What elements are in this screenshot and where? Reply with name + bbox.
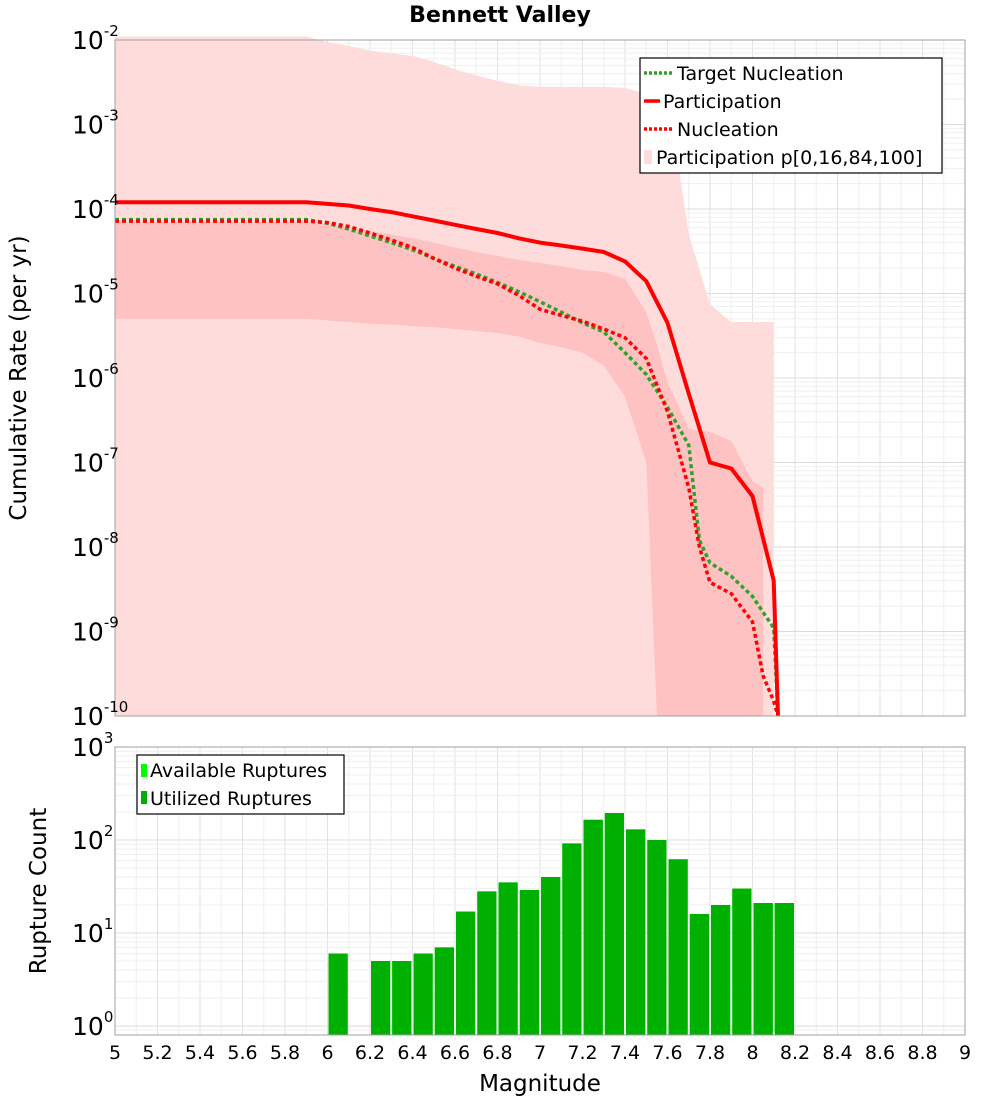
magnitude-x-tick-label: 5.8 [270, 1042, 300, 1064]
magnitude-x-tick-label: 6 [321, 1042, 333, 1064]
legend-label-target-nucleation: Target Nucleation [676, 63, 844, 85]
utilized-ruptures-bar [328, 953, 348, 1035]
rupture-y-tick-label: 101 [72, 915, 113, 948]
utilized-ruptures-bar [647, 840, 667, 1035]
rate-y-tick-label: 10-6 [72, 360, 119, 393]
legend-label-participation-band: Participation p[0,16,84,100] [656, 147, 922, 169]
rate-plot-lines [115, 200, 780, 717]
rate-y-tick-label: 10-5 [72, 276, 119, 309]
utilized-ruptures-bar [562, 843, 582, 1035]
rupture-plot-frame [114, 746, 966, 1036]
rupture-y-axis-label: Rupture Count [26, 808, 52, 974]
legend-swatch-utilized [141, 791, 147, 804]
utilized-ruptures-bar [732, 888, 752, 1035]
utilized-ruptures-bar [456, 911, 476, 1035]
magnitude-x-tick-label: 6.8 [482, 1042, 512, 1064]
magnitude-x-tick-label: 6.2 [355, 1042, 385, 1064]
utilized-ruptures-bar [434, 947, 454, 1035]
magnitude-x-tick-label: 5.4 [185, 1042, 215, 1064]
legend-swatch-participation-band [644, 150, 652, 164]
rupture-y-tick-label: 103 [72, 729, 113, 762]
magnitude-x-tick-label: 6.6 [440, 1042, 470, 1064]
magnitude-x-ticks: 5 5.2 5.4 5.6 5.8 6 6.2 6.4 6.6 6.8 7 7.2 7.4 7.6 7.8 8… [109, 1042, 971, 1064]
rate-legend: Target Nucleation Participation Nucleati… [639, 57, 943, 174]
utilized-ruptures-bar [541, 877, 561, 1035]
rate-plot-bands [115, 36, 774, 716]
utilized-ruptures-bar [371, 961, 391, 1035]
utilized-ruptures-bar [392, 961, 412, 1035]
rate-y-tick-label: 10-7 [72, 445, 119, 478]
rate-y-tick-label: 10-2 [72, 22, 119, 55]
utilized-ruptures-bar [689, 914, 710, 1035]
rate-y-tick-label: 10-10 [72, 698, 128, 731]
utilized-ruptures-bar [774, 903, 794, 1035]
rate-legend-box [639, 57, 943, 174]
rate-plot: 10-10 10-9 10-8 10-7 10-6 10-5 10-4 10-3 10-2 Cu… [6, 22, 966, 731]
rate-y-tick-label: 10-4 [72, 191, 119, 224]
utilized-ruptures-bar [753, 903, 773, 1035]
participation-band-p0-100 [115, 36, 774, 716]
target-nucleation-line [115, 217, 780, 717]
utilized-ruptures-bar [519, 890, 540, 1035]
magnitude-x-tick-label: 5.2 [142, 1042, 172, 1064]
magnitude-x-tick-label: 8.8 [907, 1042, 937, 1064]
legend-label-nucleation: Nucleation [677, 119, 779, 141]
magnitude-x-tick-label: 7.8 [695, 1042, 725, 1064]
magnitude-x-tick-label: 8.6 [865, 1042, 895, 1064]
participation-line [115, 200, 780, 717]
magnitude-x-axis-label: Magnitude [479, 1071, 601, 1097]
magnitude-x-tick-label: 8.4 [822, 1042, 852, 1064]
legend-label-utilized: Utilized Ruptures [150, 788, 312, 810]
magnitude-x-tick-label: 7.4 [610, 1042, 640, 1064]
utilized-ruptures-bar [604, 813, 624, 1035]
utilized-ruptures-bar [413, 953, 433, 1035]
magnitude-x-tick-label: 7.6 [652, 1042, 682, 1064]
rate-y-tick-label: 10-3 [72, 107, 119, 140]
rupture-y-tick-label: 102 [72, 822, 113, 855]
legend-label-available: Available Ruptures [150, 760, 327, 782]
rupture-y-ticks: 100 101 102 103 [72, 729, 113, 1041]
legend-swatch-available [141, 764, 147, 777]
rate-y-tick-label: 10-9 [72, 614, 119, 647]
rate-plot-frame [114, 39, 966, 717]
utilized-ruptures-bar [498, 882, 518, 1035]
utilized-ruptures-bar [477, 891, 497, 1035]
magnitude-x-tick-label: 7.2 [567, 1042, 597, 1064]
utilized-ruptures-bar [583, 819, 603, 1035]
magnitude-x-tick-label: 8 [746, 1042, 758, 1064]
utilized-ruptures-bar [711, 905, 731, 1035]
utilized-ruptures-bar [626, 829, 646, 1035]
magnitude-x-tick-label: 6.4 [397, 1042, 427, 1064]
magnitude-x-tick-label: 9 [959, 1042, 971, 1064]
magnitude-x-tick-label: 5 [109, 1042, 121, 1064]
rate-y-axis-label: Cumulative Rate (per yr) [6, 235, 32, 520]
rupture-bars [328, 813, 794, 1035]
nucleation-line [115, 219, 780, 717]
magnitude-x-tick-label: 5.6 [227, 1042, 257, 1064]
rupture-count-plot: 100 101 102 103 5 5.2 5.4 5.6 5.8 6 6.2 6.4 6.6 6.8 7… [26, 729, 971, 1097]
rupture-legend-box [136, 754, 345, 815]
legend-label-participation: Participation [663, 91, 782, 113]
rate-y-tick-label: 10-8 [72, 529, 119, 562]
magnitude-x-tick-label: 8.2 [780, 1042, 810, 1064]
rupture-legend: Available Ruptures Utilized Ruptures [136, 754, 345, 815]
chart-title: Bennett Valley [409, 3, 591, 28]
participation-band-p16-84 [115, 222, 764, 716]
utilized-ruptures-bar [668, 859, 688, 1035]
rate-y-ticks: 10-10 10-9 10-8 10-7 10-6 10-5 10-4 10-3 10-2 [72, 22, 128, 731]
rupture-y-tick-label: 100 [72, 1008, 113, 1041]
magnitude-x-tick-label: 7 [534, 1042, 546, 1064]
